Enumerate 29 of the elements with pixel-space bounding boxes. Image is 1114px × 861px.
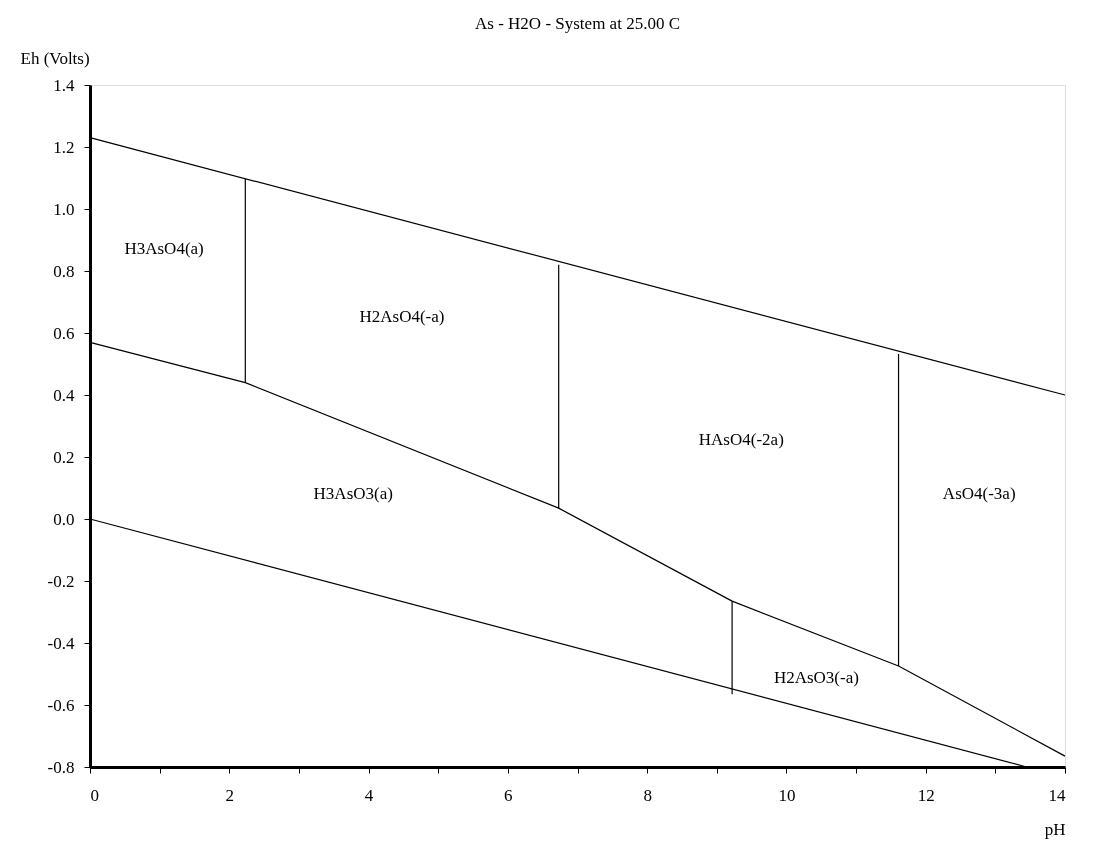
annotation: AsO4(-3a) — [942, 484, 1016, 504]
y-tick-label: -0.4 — [47, 633, 75, 653]
x-tick-label: 6 — [504, 785, 513, 805]
x-tick-label: 2 — [225, 785, 235, 805]
annotation: H3AsO4(a) — [124, 238, 204, 258]
y-axis-title: Eh (Volts) — [20, 48, 90, 68]
y-tick-label: 0.6 — [53, 323, 75, 343]
y-tick-label: 0.8 — [53, 261, 75, 281]
x-tick-label: 10 — [778, 785, 796, 805]
y-tick-label: -0.6 — [47, 695, 75, 715]
y-tick-label: -0.8 — [47, 757, 75, 777]
annotation: H3AsO3(a) — [313, 484, 393, 504]
y-tick-label: 1.4 — [53, 75, 75, 95]
x-tick-label: 4 — [364, 785, 374, 805]
y-tick-label: 0.2 — [53, 447, 75, 467]
chart-title: As - H2O - System at 25.00 C — [475, 14, 680, 33]
x-tick-label: 12 — [917, 785, 935, 805]
y-tick-label: 1.0 — [53, 199, 75, 219]
y-tick-label: -0.2 — [47, 571, 75, 591]
x-tick-label: 14 — [1048, 785, 1066, 805]
y-tick-label: 0.4 — [53, 385, 75, 405]
y-tick-label: 1.2 — [53, 137, 75, 157]
x-tick-label: 8 — [643, 785, 652, 805]
annotation: HAsO4(-2a) — [698, 429, 784, 449]
x-axis-title: pH — [1044, 819, 1066, 839]
y-tick-label: 0.0 — [53, 509, 75, 529]
annotation: H2AsO3(-a) — [773, 668, 859, 688]
annotation: H2AsO4(-a) — [359, 306, 445, 326]
x-tick-label: 0 — [90, 785, 99, 805]
